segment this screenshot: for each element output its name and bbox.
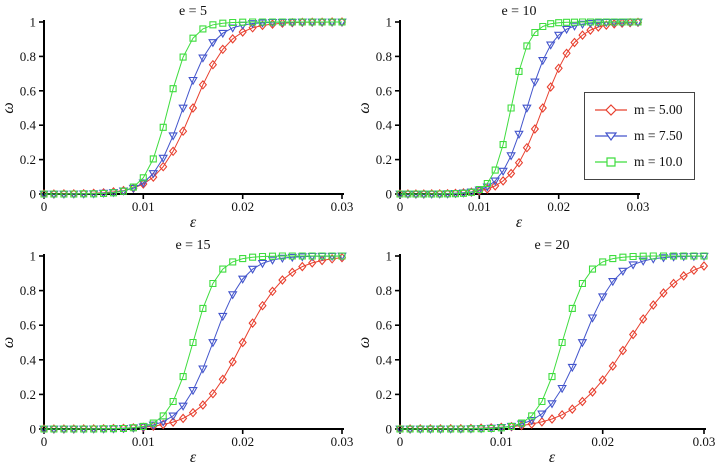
svg-text:0.8: 0.8 xyxy=(20,49,36,64)
svg-text:0: 0 xyxy=(386,422,393,437)
svg-text:0: 0 xyxy=(30,187,37,202)
diamond-marker-icon xyxy=(595,104,627,116)
svg-text:0: 0 xyxy=(397,199,404,214)
svg-text:0.8: 0.8 xyxy=(20,283,36,298)
svg-text:0.03: 0.03 xyxy=(331,434,354,449)
legend-entry-m-5: m = 5.00 xyxy=(594,102,683,118)
triangle-down-marker-icon xyxy=(595,132,627,142)
svg-text:0.01: 0.01 xyxy=(490,434,513,449)
chart-e-15: 0 0.01 0.02 0.03 0 0.2 0.4 0.6 0.8 1 e = 15 ε ω xyxy=(0,236,354,466)
svg-text:e = 15: e = 15 xyxy=(175,238,210,253)
svg-text:0: 0 xyxy=(41,199,48,214)
svg-text:0.4: 0.4 xyxy=(376,118,393,133)
svg-text:1: 1 xyxy=(386,15,393,30)
chart-e-5: 0 0.01 0.02 0.03 0 0.2 0.4 0.6 0.8 1 e = 5 ε ω xyxy=(0,2,354,231)
svg-text:0.02: 0.02 xyxy=(231,434,254,449)
svg-text:0.2: 0.2 xyxy=(20,387,36,402)
svg-text:0.8: 0.8 xyxy=(376,49,392,64)
svg-text:0.02: 0.02 xyxy=(231,199,254,214)
legend-entry-m-10: m = 10.0 xyxy=(594,154,683,170)
legend-label-m-5: m = 5.00 xyxy=(634,102,683,117)
chart-e-10: 0 0.01 0.02 0.03 0 0.2 0.4 0.6 0.8 1 e = 10 ε ω xyxy=(356,2,650,231)
svg-text:0.8: 0.8 xyxy=(376,283,392,298)
svg-text:e = 20: e = 20 xyxy=(534,238,569,253)
svg-text:ω: ω xyxy=(358,337,373,348)
svg-text:ω: ω xyxy=(2,102,17,113)
legend-label-m-7-5: m = 7.50 xyxy=(634,128,683,143)
svg-text:0.02: 0.02 xyxy=(591,434,614,449)
svg-text:0.2: 0.2 xyxy=(376,387,392,402)
svg-text:1: 1 xyxy=(30,249,37,264)
square-marker-icon xyxy=(595,157,627,167)
legend: m = 5.00 m = 7.50 m = 10.0 xyxy=(584,92,695,180)
svg-text:0: 0 xyxy=(30,422,37,437)
svg-text:0.01: 0.01 xyxy=(468,199,491,214)
svg-text:0.01: 0.01 xyxy=(132,434,155,449)
svg-text:0: 0 xyxy=(386,187,393,202)
svg-text:ε: ε xyxy=(516,214,523,230)
svg-text:e = 10: e = 10 xyxy=(501,4,536,19)
svg-text:0.6: 0.6 xyxy=(20,318,37,333)
svg-text:0.6: 0.6 xyxy=(20,83,37,98)
chart-e-20: 0 0.01 0.02 0.03 0 0.2 0.4 0.6 0.8 1 e = 20 ε ω xyxy=(356,236,716,466)
svg-text:ε: ε xyxy=(549,449,556,465)
chart-canvas: 0 0.01 0.02 0.03 0 0.2 0.4 0.6 0.8 1 e = 20 ε ω xyxy=(356,238,716,466)
svg-text:0.03: 0.03 xyxy=(627,199,650,214)
chart-canvas: 0 0.01 0.02 0.03 0 0.2 0.4 0.6 0.8 1 e = 5 ε ω xyxy=(0,4,354,231)
svg-text:ω: ω xyxy=(358,102,373,113)
svg-text:1: 1 xyxy=(386,249,393,264)
svg-text:0.4: 0.4 xyxy=(376,352,393,367)
svg-text:e = 5: e = 5 xyxy=(179,4,207,19)
svg-text:0.03: 0.03 xyxy=(331,199,354,214)
svg-text:1: 1 xyxy=(30,15,37,30)
svg-text:0.6: 0.6 xyxy=(376,83,393,98)
svg-text:ε: ε xyxy=(190,214,197,230)
svg-text:0.03: 0.03 xyxy=(693,434,716,449)
svg-text:0.2: 0.2 xyxy=(376,152,392,167)
svg-text:0.02: 0.02 xyxy=(547,199,570,214)
chart-canvas: 0 0.01 0.02 0.03 0 0.2 0.4 0.6 0.8 1 e = 10 ε ω xyxy=(356,4,650,231)
svg-text:0: 0 xyxy=(41,434,48,449)
svg-text:0.4: 0.4 xyxy=(20,118,37,133)
legend-entry-m-7-5: m = 7.50 xyxy=(594,128,683,144)
chart-canvas: 0 0.01 0.02 0.03 0 0.2 0.4 0.6 0.8 1 e = 15 ε ω xyxy=(0,238,354,466)
svg-text:0.4: 0.4 xyxy=(20,352,37,367)
legend-label-m-10: m = 10.0 xyxy=(634,154,683,169)
svg-text:0.01: 0.01 xyxy=(132,199,155,214)
svg-text:ε: ε xyxy=(190,449,197,465)
svg-text:0: 0 xyxy=(397,434,404,449)
svg-text:0.2: 0.2 xyxy=(20,152,36,167)
svg-text:0.6: 0.6 xyxy=(376,318,393,333)
svg-text:ω: ω xyxy=(2,337,17,348)
